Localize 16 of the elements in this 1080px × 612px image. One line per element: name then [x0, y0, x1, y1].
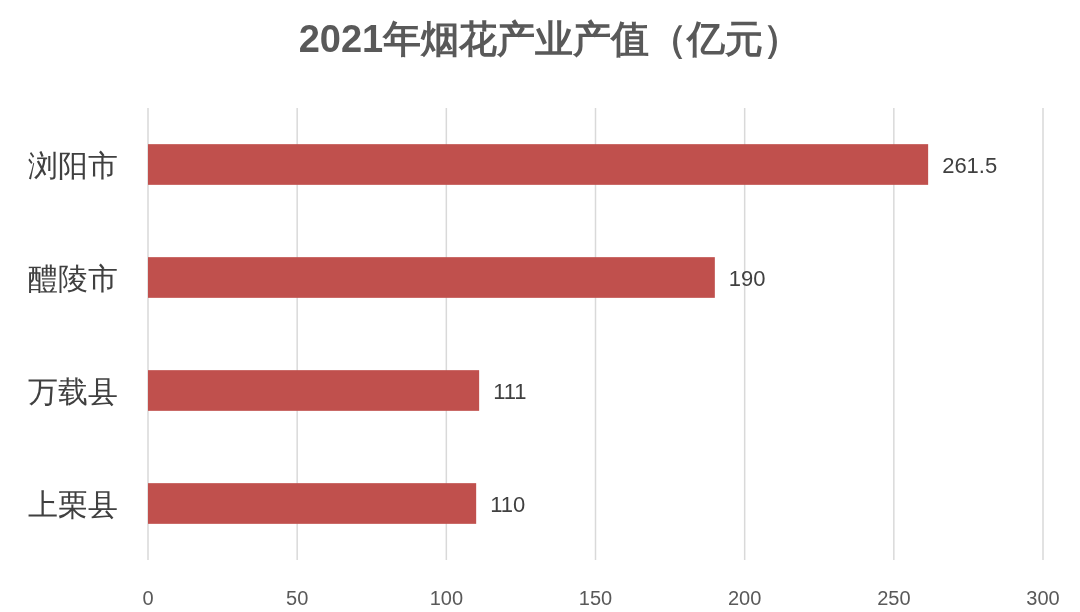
- y-tick-label: 万载县: [28, 374, 118, 408]
- data-label: 261.5: [942, 152, 998, 178]
- data-label: 111: [493, 378, 527, 404]
- x-tick-label: 300: [1026, 587, 1060, 609]
- data-label: 190: [728, 265, 766, 291]
- x-tick-label: 150: [578, 587, 613, 609]
- x-tick-label: 100: [429, 587, 464, 609]
- y-tick-label: 浏阳市: [28, 148, 118, 182]
- x-tick-label: 50: [286, 587, 309, 609]
- y-tick-label: 上栗县: [28, 487, 118, 521]
- data-label: 110: [490, 491, 526, 517]
- y-tick-label: 醴陵市: [28, 261, 118, 295]
- x-tick-label: 200: [727, 587, 762, 609]
- title: 2021年烟花产业产值（亿元）: [298, 18, 802, 60]
- x-tick-label: 250: [877, 587, 911, 609]
- x-tick-label: 0: [142, 587, 154, 609]
